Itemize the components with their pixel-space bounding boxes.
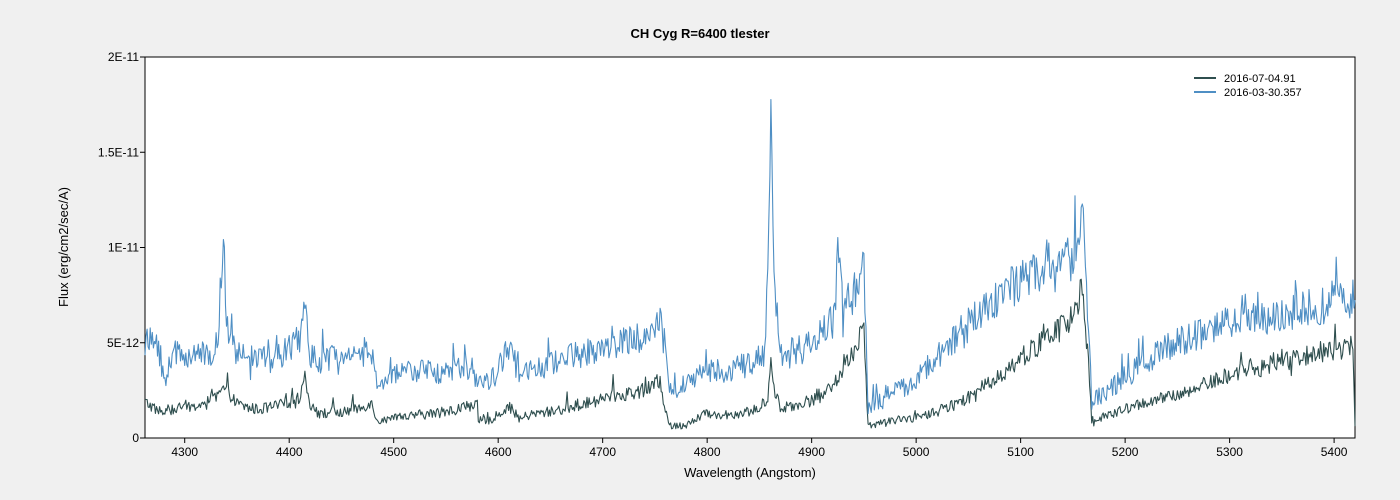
- y-tick-label: 0: [132, 431, 139, 445]
- y-tick-label: 1.5E-11: [98, 145, 139, 159]
- x-axis-label: Wavelength (Angstom): [684, 465, 816, 480]
- x-tick-label: 4700: [589, 445, 616, 459]
- y-tick-label: 1E-11: [108, 241, 139, 255]
- x-tick-label: 4900: [798, 445, 825, 459]
- legend-label-0: 2016-07-04.91: [1224, 73, 1296, 85]
- x-tick-label: 5400: [1321, 445, 1348, 459]
- x-tick-label: 5100: [1007, 445, 1034, 459]
- x-tick-label: 5200: [1112, 445, 1139, 459]
- x-tick-label: 4800: [694, 445, 721, 459]
- plot-area: [145, 57, 1355, 438]
- y-tick-label: 2E-11: [108, 50, 139, 64]
- x-tick-label: 4300: [171, 445, 198, 459]
- chart-title: CH Cyg R=6400 tlester: [630, 26, 769, 41]
- x-tick-label: 4600: [485, 445, 512, 459]
- legend-label-1: 2016-03-30.357: [1224, 87, 1302, 99]
- y-tick-label: 5E-12: [107, 336, 139, 350]
- x-tick-label: 4400: [276, 445, 303, 459]
- x-tick-label: 4500: [380, 445, 407, 459]
- y-axis-label: Flux (erg/cm2/sec/A): [56, 187, 71, 307]
- x-tick-label: 5300: [1216, 445, 1243, 459]
- x-tick-label: 5000: [903, 445, 930, 459]
